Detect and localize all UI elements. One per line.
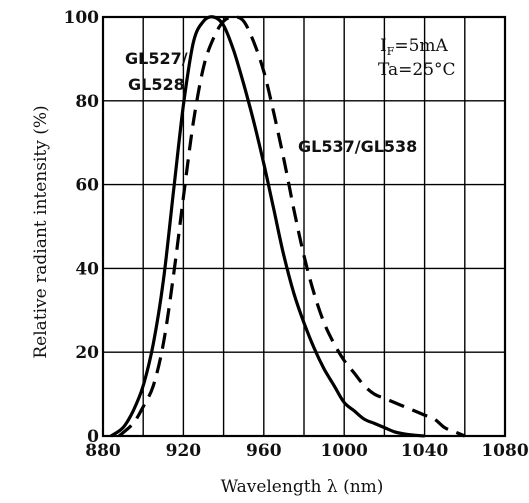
- y-tick-label: 40: [75, 259, 99, 279]
- x-tick-label: 1040: [401, 441, 448, 461]
- y-tick-label: 60: [75, 176, 99, 196]
- y-axis-label: Relative radiant intensity (%): [31, 105, 51, 358]
- y-tick-label: 100: [64, 8, 100, 28]
- x-axis-label: Wavelength λ (nm): [221, 477, 384, 497]
- y-tick-label: 0: [87, 427, 99, 447]
- x-tick-label: 960: [246, 441, 282, 461]
- annotation-gl528: GL528: [128, 75, 185, 94]
- y-tick-label: 20: [75, 343, 99, 363]
- series-line-gl527-gl528: [110, 15, 425, 438]
- annotation-gl537-gl538: GL537/GL538: [298, 137, 417, 156]
- plot-frame: [101, 15, 507, 438]
- condition-ambient-temperature: Ta=25°C: [378, 60, 456, 80]
- grid: [103, 17, 505, 436]
- tick-labels: 880 920 960 1000 1040 1080 0 20 40 60 80 100: [64, 8, 529, 461]
- x-tick-label: 1080: [481, 441, 528, 461]
- annotation-gl527: GL527/: [125, 49, 188, 68]
- x-tick-label: 1000: [321, 441, 368, 461]
- x-tick-label: 880: [85, 441, 121, 461]
- curves: [110, 15, 466, 438]
- condition-forward-current: IF=5mA: [380, 36, 449, 58]
- series-line-gl537-gl538: [118, 15, 466, 438]
- y-tick-label: 80: [75, 92, 99, 112]
- x-tick-label: 920: [166, 441, 202, 461]
